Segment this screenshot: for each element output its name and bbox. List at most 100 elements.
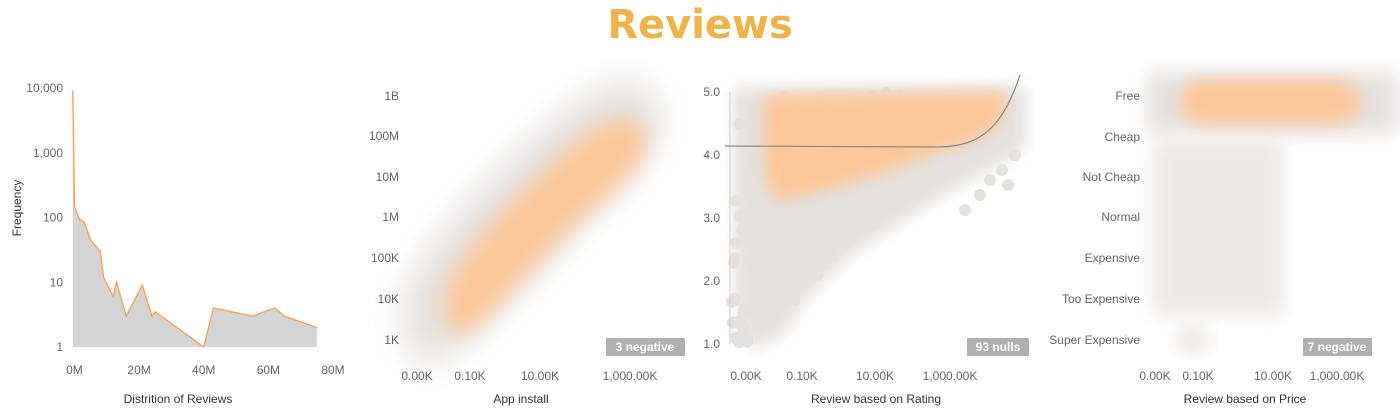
data-point [316, 326, 318, 329]
scatter-point [751, 248, 764, 261]
scatter-point [763, 303, 776, 316]
scatter-point [839, 239, 852, 252]
scatter-point [996, 164, 1008, 176]
dense-core [762, 92, 1006, 200]
scatter-point [775, 278, 788, 291]
scatter-point [751, 322, 764, 335]
scatter-point [984, 174, 996, 186]
scatter-point [894, 167, 907, 180]
data-point [203, 346, 205, 348]
y-tick-label: 100K [371, 251, 399, 265]
y-axis-title: Frequency [10, 180, 24, 237]
scatter-point [738, 302, 751, 315]
x-axis-title: App install [493, 392, 548, 406]
scatter-point [771, 249, 784, 262]
scatter-point [728, 252, 741, 265]
scatter-point [779, 266, 792, 279]
scatter-point [816, 259, 829, 272]
data-point [251, 315, 253, 317]
y-tick-label: 100M [369, 129, 399, 143]
data-point [90, 239, 92, 241]
scatter-point [748, 306, 761, 319]
scatter-point [770, 199, 783, 212]
price-density-chart: Free Cheap Not Cheap Normal Expensive Too Exp… [1049, 72, 1397, 406]
x-tick-label: 0.10K [454, 369, 485, 383]
scatter-point [894, 186, 907, 198]
data-point [274, 307, 276, 309]
x-tick-label: 0M [66, 363, 83, 377]
category-label: Super Expensive [1049, 333, 1140, 347]
data-point [115, 281, 118, 283]
scatter-point [1002, 179, 1014, 191]
scatter-point [826, 250, 839, 263]
density-halo-bottom [1175, 326, 1211, 354]
scatter-point [793, 208, 806, 221]
scatter-point [881, 173, 894, 186]
y-tick-label: 10K [378, 292, 399, 306]
scatter-point [749, 278, 762, 291]
y-tick-label: 2.0 [703, 274, 720, 288]
scatter-point [789, 234, 802, 247]
category-label: Expensive [1085, 251, 1141, 265]
x-axis-title: Distrition of Reviews [124, 392, 233, 406]
scatter-point [828, 221, 841, 234]
x-tick-label: 20M [127, 363, 150, 377]
y-tick-label: 1K [384, 333, 399, 347]
category-label: Normal [1101, 210, 1140, 224]
category-label: Free [1115, 89, 1140, 103]
x-axis-title: Review based on Price [1184, 392, 1307, 406]
scatter-point [742, 255, 755, 268]
nulls-badge: 93 nulls [967, 338, 1029, 356]
x-tick-label: 0.10K [786, 369, 817, 383]
scatter-point [736, 224, 749, 237]
scatter-point [788, 294, 801, 306]
svg-text:3 negative: 3 negative [616, 340, 675, 354]
scatter-point [887, 197, 900, 210]
scatter-point [780, 196, 793, 209]
x-tick-label: 80M [321, 363, 344, 377]
y-tick-label: 1.0 [703, 337, 720, 351]
x-tick-label: 40M [192, 363, 215, 377]
scatter-point [733, 118, 746, 131]
x-tick-label: 10.00K [1254, 369, 1292, 383]
scatter-point [777, 224, 789, 237]
x-tick-label: 1,000.00K [1310, 369, 1365, 383]
scatter-point [831, 209, 844, 222]
scatter-point [959, 204, 971, 216]
data-point [102, 276, 105, 278]
scatter-point [974, 189, 986, 201]
scatter-point [761, 251, 774, 264]
data-point [154, 311, 156, 313]
scatter-point [1009, 149, 1021, 161]
data-point [112, 296, 114, 298]
x-axis-title: Review based on Rating [811, 392, 941, 406]
category-label: Not Cheap [1083, 170, 1141, 184]
scatter-point [739, 233, 752, 246]
scatter-point [795, 268, 807, 281]
category-label: Too Expensive [1062, 292, 1140, 306]
scatter-point [803, 220, 816, 233]
free-density-core [1180, 80, 1360, 124]
y-tick-label: 1B [384, 89, 399, 103]
x-tick-label: 10.00K [856, 369, 894, 383]
scatter-point [811, 269, 824, 282]
y-tick-label: 4.0 [703, 148, 720, 162]
scatter-point [736, 328, 749, 341]
svg-text:7 negative: 7 negative [1308, 340, 1367, 354]
x-tick-label: 0.00K [401, 369, 432, 383]
scatter-point [734, 315, 747, 328]
y-tick-label: 5.0 [703, 85, 720, 99]
x-tick-label: 10.00K [521, 369, 559, 383]
scatter-point [730, 194, 742, 207]
scatter-point [785, 277, 798, 290]
data-point [99, 250, 101, 252]
x-tick-label: 0.00K [1139, 369, 1170, 383]
x-tick-label: 1,000.00K [603, 369, 658, 383]
data-point [72, 90, 74, 92]
data-point [125, 315, 127, 317]
page-title: Reviews [607, 2, 793, 48]
y-tick-label: 100 [43, 211, 63, 225]
data-point [141, 284, 143, 286]
scatter-point [867, 217, 880, 230]
scatter-point [733, 210, 746, 223]
